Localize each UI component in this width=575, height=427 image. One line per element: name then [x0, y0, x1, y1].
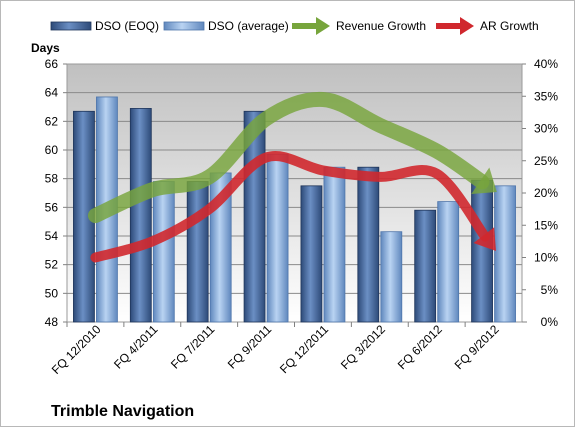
bars: [73, 96, 516, 323]
y-tick-label: 60: [45, 143, 59, 157]
y-tick-label: 56: [45, 200, 59, 214]
legend: DSO (EOQ) DSO (average) Revenue Growth AR G…: [50, 17, 539, 35]
y-tick-label: 64: [45, 86, 59, 100]
series-lines: [87, 91, 497, 263]
line-ar-growth: [90, 151, 491, 263]
bar-dso-eoq: [186, 181, 209, 323]
y-tick-label: 50: [45, 286, 59, 300]
y2-tick-label: 35%: [534, 89, 558, 103]
legend-label: AR Growth: [480, 19, 539, 33]
y-tick-label: 62: [45, 114, 59, 128]
legend-swatch: [163, 21, 205, 31]
legend-arrowhead: [460, 17, 474, 35]
legend-arrowhead: [316, 17, 330, 35]
chart-title: Trimble Navigation: [51, 403, 194, 420]
legend-item: DSO (EOQ): [50, 19, 159, 33]
x-tick-label: FQ 6/2012: [395, 322, 445, 372]
bar-dso-eoq: [471, 179, 493, 323]
x-tick-label: FQ 7/2011: [168, 322, 218, 372]
arrowhead-ar-growth: [473, 227, 496, 251]
bar-dso-eoq: [129, 108, 152, 323]
y-tick-label: 48: [45, 315, 59, 329]
bar-dso-eoq: [414, 209, 437, 323]
legend-item: Revenue Growth: [292, 17, 426, 35]
y2-tick-label: 20%: [534, 186, 558, 200]
y-tick-label: 52: [45, 258, 59, 272]
y-tick-label: 54: [45, 229, 59, 243]
legend-swatch: [50, 21, 92, 31]
line-revenue-growth: [87, 91, 490, 224]
bar-dso-average: [494, 185, 516, 323]
x-tick-label: FQ 4/2011: [111, 322, 161, 372]
y-tick-label: 58: [45, 172, 59, 186]
y-axis-title: Days: [31, 41, 60, 55]
y2-tick-label: 40%: [534, 57, 558, 71]
legend-item: DSO (average): [163, 19, 289, 33]
y2-tick-label: 10%: [534, 251, 558, 265]
bar-dso-average: [152, 181, 175, 323]
legend-item: AR Growth: [436, 17, 539, 35]
bar-dso-average: [437, 201, 460, 323]
bar-dso-average: [380, 231, 403, 323]
legend-label: DSO (EOQ): [95, 19, 159, 33]
y2-tick-label: 5%: [541, 283, 559, 297]
x-tick-label: FQ 3/2012: [338, 322, 388, 372]
y2-tick-label: 0%: [541, 315, 559, 329]
x-tick-label: FQ 9/2012: [452, 322, 502, 372]
arrowhead-revenue-growth: [471, 167, 497, 195]
legend-label: DSO (average): [208, 19, 289, 33]
bar-dso-eoq: [357, 166, 380, 323]
x-tick-label: FQ 12/2011: [277, 322, 331, 376]
bar-dso-eoq: [300, 185, 323, 323]
bar-dso-average: [266, 153, 289, 323]
y-tick-label: 66: [45, 57, 59, 71]
y2-tick-label: 30%: [534, 122, 558, 136]
legend-label: Revenue Growth: [336, 19, 426, 33]
y2-tick-label: 15%: [534, 218, 558, 232]
x-tick-label: FQ 12/2010: [49, 322, 104, 377]
x-tick-label: FQ 9/2011: [225, 322, 275, 372]
y2-tick-label: 25%: [534, 154, 558, 168]
bar-dso-average: [323, 166, 346, 323]
